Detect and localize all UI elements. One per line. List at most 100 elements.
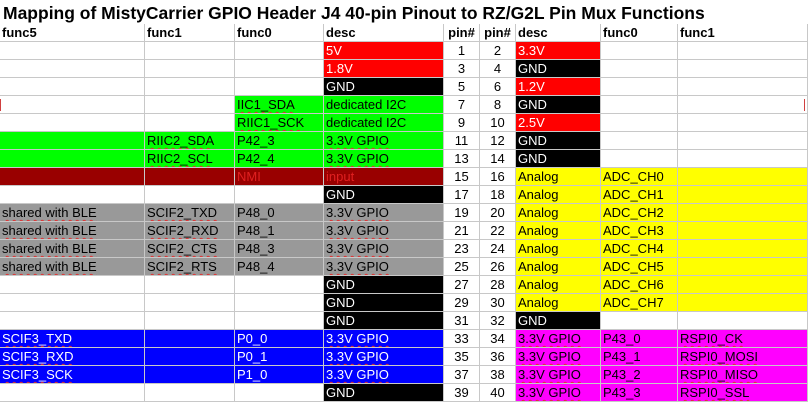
cell-func0-left[interactable]: NMI: [235, 168, 324, 186]
cell-func5-left[interactable]: [0, 186, 145, 204]
cell-func1-right[interactable]: [678, 132, 808, 150]
pin-number-even[interactable]: 6: [480, 78, 516, 96]
cell-func0-right[interactable]: [601, 132, 678, 150]
cell-func1-left[interactable]: [145, 42, 235, 60]
pin-number-odd[interactable]: 11: [444, 132, 480, 150]
cell-desc-left[interactable]: GND: [324, 312, 444, 330]
cell-func1-right[interactable]: [678, 78, 808, 96]
cell-func1-left[interactable]: [145, 168, 235, 186]
cell-desc-left[interactable]: GND: [324, 384, 444, 402]
cell-func0-right[interactable]: [601, 42, 678, 60]
cell-func0-left[interactable]: P48_1: [235, 222, 324, 240]
pin-number-odd[interactable]: 5: [444, 78, 480, 96]
pin-number-even[interactable]: 14: [480, 150, 516, 168]
cell-func0-right[interactable]: P43_3: [601, 384, 678, 402]
cell-desc-right[interactable]: GND: [516, 96, 601, 114]
cell-func1-right[interactable]: [678, 186, 808, 204]
cell-func1-left[interactable]: RIIC2_SCL: [145, 150, 235, 168]
cell-func5-left[interactable]: SCIF3_RXD: [0, 348, 145, 366]
pin-number-odd[interactable]: 1: [444, 42, 480, 60]
cell-func1-left[interactable]: SCIF2_TXD: [145, 204, 235, 222]
cell-func0-right[interactable]: P43_1: [601, 348, 678, 366]
cell-func0-left[interactable]: [235, 186, 324, 204]
cell-desc-left[interactable]: 3.3V GPIO: [324, 330, 444, 348]
cell-func5-left[interactable]: shared with BLE: [0, 222, 145, 240]
cell-func0-right[interactable]: ADC_CH6: [601, 276, 678, 294]
pin-number-odd[interactable]: 33: [444, 330, 480, 348]
cell-func0-left[interactable]: [235, 60, 324, 78]
cell-func1-left[interactable]: SCIF2_CTS: [145, 240, 235, 258]
cell-func1-right[interactable]: RSPI0_CK: [678, 330, 808, 348]
cell-desc-left[interactable]: dedicated I2C: [324, 114, 444, 132]
cell-func1-left[interactable]: [145, 96, 235, 114]
cell-desc-left[interactable]: 3.3V GPIO: [324, 150, 444, 168]
column-header[interactable]: func0: [601, 24, 678, 42]
cell-func1-right[interactable]: RSPI0_MOSI: [678, 348, 808, 366]
cell-func1-left[interactable]: SCIF2_RXD: [145, 222, 235, 240]
cell-desc-right[interactable]: GND: [516, 312, 601, 330]
pin-number-odd[interactable]: 3: [444, 60, 480, 78]
column-header[interactable]: pin#: [480, 24, 516, 42]
cell-func5-left[interactable]: SCIF3_TXD: [0, 330, 145, 348]
cell-desc-left[interactable]: dedicated I2C: [324, 96, 444, 114]
pin-number-even[interactable]: 38: [480, 366, 516, 384]
cell-desc-right[interactable]: 3.3V GPIO: [516, 330, 601, 348]
cell-func0-left[interactable]: [235, 294, 324, 312]
column-header[interactable]: func0: [235, 24, 324, 42]
pin-number-even[interactable]: 24: [480, 240, 516, 258]
pin-number-odd[interactable]: 7: [444, 96, 480, 114]
cell-func5-left[interactable]: [0, 168, 145, 186]
cell-func0-left[interactable]: P0_0: [235, 330, 324, 348]
pin-number-even[interactable]: 22: [480, 222, 516, 240]
pin-number-odd[interactable]: 29: [444, 294, 480, 312]
cell-func0-left[interactable]: P48_0: [235, 204, 324, 222]
cell-func0-left[interactable]: P42_4: [235, 150, 324, 168]
cell-desc-right[interactable]: GND: [516, 150, 601, 168]
cell-desc-left[interactable]: input: [324, 168, 444, 186]
cell-func1-right[interactable]: [678, 60, 808, 78]
cell-func1-left[interactable]: [145, 60, 235, 78]
cell-func0-left[interactable]: P48_4: [235, 258, 324, 276]
pin-number-odd[interactable]: 9: [444, 114, 480, 132]
cell-desc-left[interactable]: 3.3V GPIO: [324, 240, 444, 258]
pin-number-even[interactable]: 16: [480, 168, 516, 186]
cell-func1-right[interactable]: [678, 168, 808, 186]
pin-number-even[interactable]: 32: [480, 312, 516, 330]
cell-desc-right[interactable]: Analog: [516, 186, 601, 204]
cell-desc-left[interactable]: GND: [324, 276, 444, 294]
cell-func1-left[interactable]: [145, 348, 235, 366]
cell-func1-right[interactable]: [678, 312, 808, 330]
cell-func1-right[interactable]: [678, 294, 808, 312]
cell-func5-left[interactable]: [0, 132, 145, 150]
cell-func0-right[interactable]: ADC_CH1: [601, 186, 678, 204]
cell-func1-left[interactable]: SCIF2_RTS: [145, 258, 235, 276]
pin-number-even[interactable]: 18: [480, 186, 516, 204]
cell-func0-right[interactable]: ADC_CH0: [601, 168, 678, 186]
pin-number-even[interactable]: 10: [480, 114, 516, 132]
cell-func5-left[interactable]: [0, 114, 145, 132]
pin-number-even[interactable]: 34: [480, 330, 516, 348]
cell-func0-left[interactable]: [235, 276, 324, 294]
cell-desc-left[interactable]: 5V: [324, 42, 444, 60]
pin-number-odd[interactable]: 31: [444, 312, 480, 330]
cell-desc-right[interactable]: Analog: [516, 168, 601, 186]
cell-func0-right[interactable]: [601, 312, 678, 330]
cell-desc-left[interactable]: GND: [324, 294, 444, 312]
cell-desc-left[interactable]: 3.3V GPIO: [324, 204, 444, 222]
cell-func1-left[interactable]: [145, 114, 235, 132]
pin-number-even[interactable]: 8: [480, 96, 516, 114]
cell-func1-right[interactable]: [678, 96, 808, 114]
cell-desc-right[interactable]: 1.2V: [516, 78, 601, 96]
cell-func5-left[interactable]: [0, 276, 145, 294]
cell-func0-right[interactable]: ADC_CH3: [601, 222, 678, 240]
cell-desc-right[interactable]: GND: [516, 132, 601, 150]
pin-number-odd[interactable]: 13: [444, 150, 480, 168]
cell-func1-right[interactable]: [678, 42, 808, 60]
cell-desc-right[interactable]: Analog: [516, 276, 601, 294]
cell-func0-left[interactable]: [235, 78, 324, 96]
cell-func0-right[interactable]: ADC_CH7: [601, 294, 678, 312]
cell-func1-right[interactable]: [678, 150, 808, 168]
cell-func1-left[interactable]: [145, 312, 235, 330]
cell-func1-right[interactable]: [678, 276, 808, 294]
pin-number-odd[interactable]: 35: [444, 348, 480, 366]
